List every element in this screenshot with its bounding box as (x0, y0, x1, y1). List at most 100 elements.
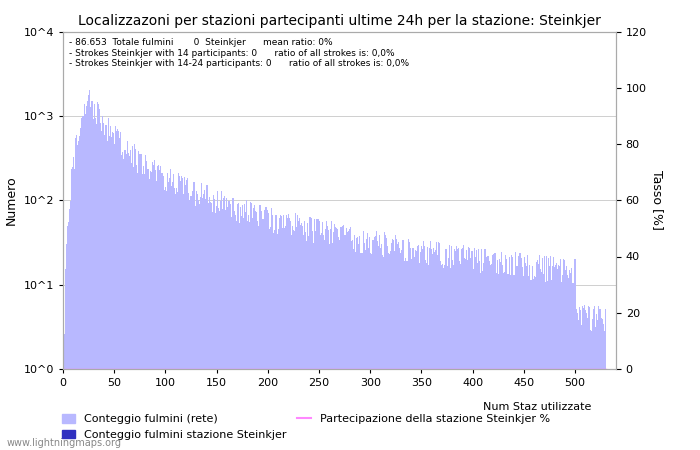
Bar (314, 219, 316, 450)
Bar (577, 313, 578, 450)
Bar (264, 210, 265, 450)
Bar (176, 188, 177, 450)
Bar (475, 257, 476, 450)
Legend: Conteggio fulmini (rete), Conteggio fulmini stazione Steinkjer, Partecipazione d: Conteggio fulmini (rete), Conteggio fulm… (62, 414, 550, 440)
Bar (307, 223, 308, 450)
Bar (124, 150, 125, 450)
Bar (486, 257, 487, 450)
Bar (161, 173, 162, 450)
Bar (159, 171, 160, 450)
Bar (336, 229, 337, 450)
Bar (256, 212, 257, 450)
Bar (255, 211, 256, 450)
Bar (428, 265, 429, 450)
Bar (150, 171, 152, 450)
Bar (455, 251, 456, 450)
Bar (225, 210, 226, 450)
Bar (396, 239, 398, 450)
Bar (385, 235, 386, 450)
Bar (71, 166, 73, 450)
Bar (75, 138, 76, 450)
Bar (604, 331, 606, 450)
Bar (258, 226, 259, 450)
Bar (423, 241, 424, 450)
Bar (382, 255, 383, 450)
Bar (465, 259, 466, 450)
Bar (547, 281, 548, 450)
Bar (361, 253, 363, 450)
Bar (223, 198, 224, 450)
Bar (442, 265, 443, 450)
Bar (221, 191, 222, 450)
Bar (165, 187, 166, 450)
Bar (518, 256, 519, 450)
Bar (157, 166, 158, 450)
Bar (230, 204, 232, 450)
Bar (152, 162, 153, 450)
Bar (129, 157, 130, 450)
Bar (329, 244, 330, 450)
Bar (350, 227, 351, 450)
Bar (90, 108, 91, 450)
Bar (237, 203, 239, 450)
Bar (292, 226, 293, 450)
Bar (98, 104, 99, 450)
Bar (354, 235, 356, 450)
Bar (582, 307, 584, 450)
Bar (546, 256, 547, 450)
Bar (517, 266, 518, 450)
Bar (533, 276, 535, 450)
Bar (383, 257, 384, 450)
Bar (277, 229, 279, 450)
Bar (511, 255, 512, 450)
Bar (85, 114, 86, 450)
Bar (132, 146, 133, 450)
Bar (144, 174, 146, 450)
Bar (519, 253, 520, 450)
Bar (347, 232, 348, 450)
Bar (344, 234, 345, 450)
Bar (338, 238, 339, 450)
Bar (502, 265, 503, 450)
Bar (365, 238, 367, 450)
Bar (419, 263, 420, 450)
Bar (489, 265, 491, 450)
Bar (195, 191, 197, 450)
Bar (603, 324, 604, 450)
Bar (420, 252, 421, 450)
Bar (504, 272, 505, 450)
Bar (512, 257, 513, 450)
Bar (222, 209, 223, 450)
Bar (126, 154, 127, 450)
Bar (128, 153, 129, 450)
Bar (558, 265, 559, 450)
Bar (77, 145, 78, 450)
Bar (432, 254, 433, 450)
Bar (557, 269, 558, 450)
Bar (550, 256, 551, 450)
Bar (296, 227, 297, 450)
Bar (462, 248, 463, 450)
Bar (487, 256, 489, 450)
Bar (425, 260, 426, 450)
Bar (379, 235, 380, 450)
Bar (319, 235, 321, 450)
Bar (142, 174, 144, 450)
Bar (540, 272, 542, 450)
Bar (564, 260, 566, 450)
Bar (205, 198, 206, 450)
Bar (403, 261, 405, 450)
Bar (276, 234, 277, 450)
Bar (88, 95, 89, 450)
Bar (193, 182, 194, 450)
Bar (253, 208, 254, 450)
Bar (510, 275, 511, 450)
Bar (299, 218, 300, 450)
Bar (303, 234, 304, 450)
Bar (544, 256, 545, 450)
Bar (461, 249, 462, 450)
Bar (328, 230, 329, 450)
Bar (589, 307, 590, 450)
Bar (352, 240, 354, 450)
Bar (228, 201, 230, 450)
